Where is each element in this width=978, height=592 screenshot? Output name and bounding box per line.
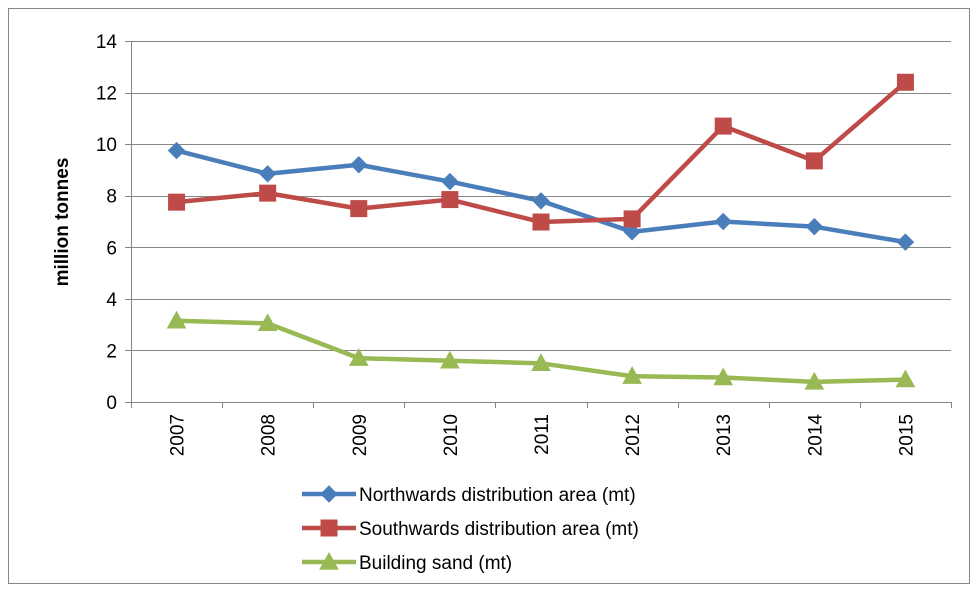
square-marker — [441, 191, 459, 209]
diamond-marker — [350, 156, 368, 174]
axes: 0 2 4 6 8 10 12 14 2007 2008 2009 2010 2011 2012 2013 2… — [96, 32, 952, 456]
triangle-marker — [531, 353, 551, 372]
diamond-marker — [805, 217, 824, 236]
triangle-marker — [713, 367, 734, 386]
square-marker — [320, 519, 338, 537]
chart-border — [8, 8, 970, 584]
legend-item: Southwards distribution area (mt) — [302, 519, 639, 540]
diamond-marker — [896, 233, 915, 251]
diamond-marker — [441, 172, 459, 191]
diamond-marker — [258, 165, 277, 183]
square-marker — [168, 193, 186, 211]
x-tick-label: 2007 — [168, 414, 189, 456]
triangle-marker — [166, 310, 187, 329]
x-tick-label: 2014 — [805, 414, 826, 457]
square-marker — [259, 184, 277, 202]
x-tick-label: 2011 — [532, 414, 553, 455]
legend-label: Building sand (mt) — [359, 553, 512, 574]
diamond-marker — [714, 212, 732, 231]
square-marker — [532, 213, 550, 231]
legend-label: Southwards distribution area (mt) — [359, 519, 639, 540]
y-axis-label: million tonnes — [52, 158, 73, 287]
y-tick-label: 8 — [106, 187, 117, 208]
legend-label: Northwards distribution area (mt) — [359, 485, 636, 506]
x-tick-label: 2010 — [441, 414, 462, 456]
triangle-marker — [348, 348, 369, 366]
square-marker — [623, 210, 641, 228]
y-tick-label: 14 — [96, 32, 118, 53]
square-marker — [714, 117, 732, 135]
legend: Northwards distribution area (mt) Southwa… — [302, 485, 639, 574]
diamond-marker — [623, 223, 641, 241]
triangle-marker — [804, 371, 825, 390]
y-tick-label: 12 — [96, 84, 117, 105]
triangle-marker — [895, 369, 916, 388]
series-0 — [167, 141, 915, 251]
diamond-marker — [532, 192, 550, 210]
square-marker — [805, 152, 823, 170]
legend-item: Building sand (mt) — [302, 551, 512, 574]
y-tick-label: 10 — [96, 135, 117, 156]
series-1 — [168, 73, 914, 231]
plot-area — [166, 73, 916, 390]
triangle-marker — [319, 551, 339, 570]
triangle-marker — [622, 366, 642, 384]
series-2 — [166, 310, 916, 390]
square-marker — [350, 200, 368, 218]
square-marker — [896, 73, 914, 91]
legend-item: Northwards distribution area (mt) — [302, 485, 636, 506]
diamond-marker — [320, 485, 338, 503]
diamond-marker — [167, 141, 186, 160]
gridlines — [131, 41, 951, 351]
y-tick-label: 6 — [106, 238, 117, 259]
y-tick-label: 4 — [106, 290, 117, 311]
x-tick-label: 2008 — [259, 414, 280, 456]
x-tick-label: 2013 — [714, 414, 735, 456]
y-tick-label: 2 — [106, 341, 117, 362]
x-tick-label: 2012 — [623, 414, 644, 456]
x-tick-label: 2015 — [896, 414, 917, 456]
triangle-marker — [440, 350, 460, 369]
x-tick-label: 2009 — [350, 414, 371, 456]
y-tick-label: 0 — [106, 393, 117, 414]
triangle-marker — [257, 313, 278, 332]
